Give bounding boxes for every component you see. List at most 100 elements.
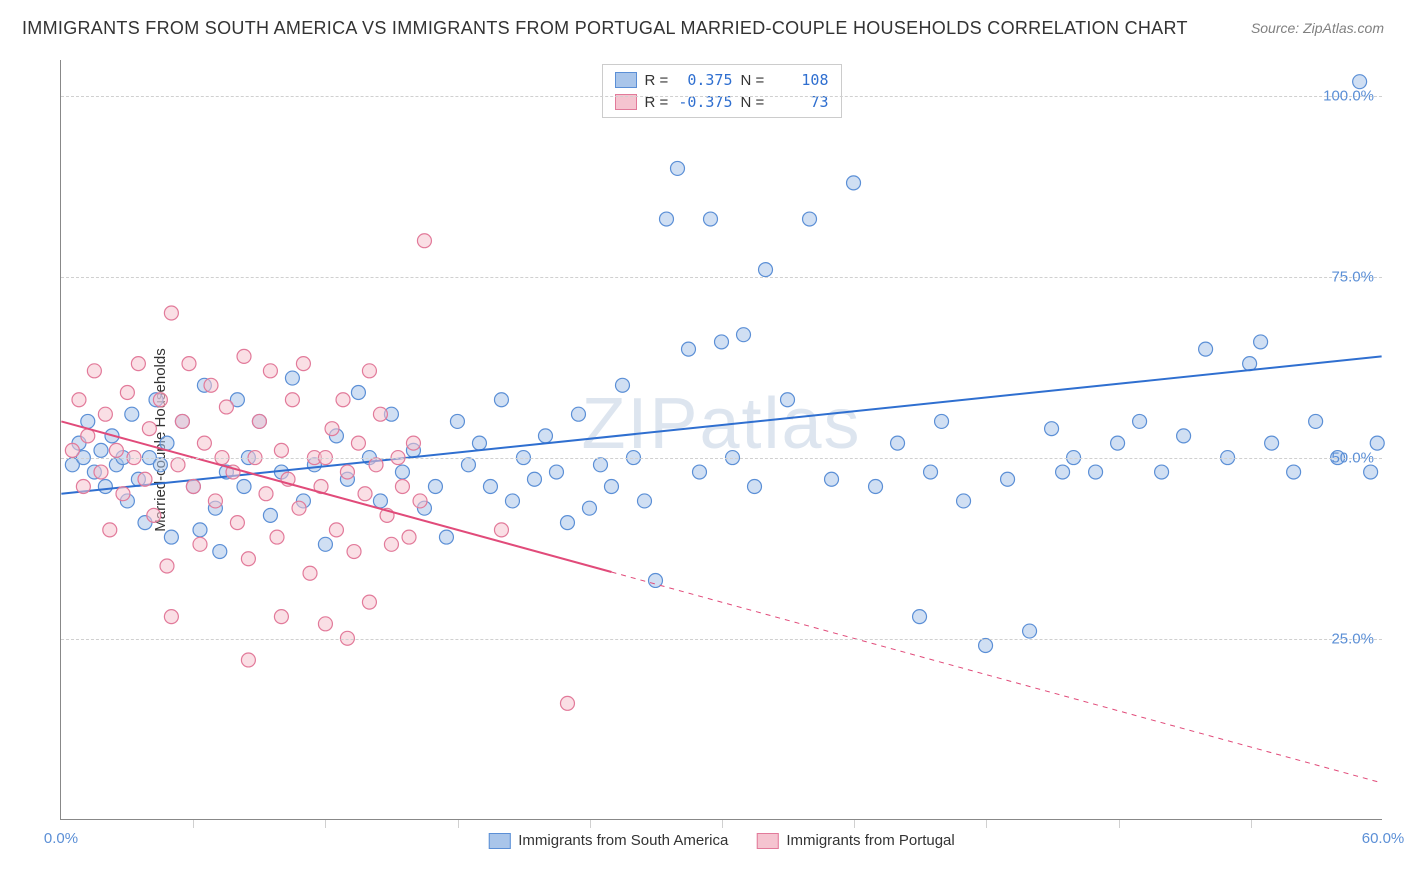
legend-swatch-blue — [488, 833, 510, 849]
data-point — [303, 566, 317, 580]
data-point — [336, 393, 350, 407]
data-point — [924, 465, 938, 479]
data-point — [1370, 436, 1384, 450]
data-point — [259, 487, 273, 501]
data-point — [748, 479, 762, 493]
grid-line-v — [1251, 820, 1252, 828]
data-point — [98, 407, 112, 421]
data-point — [193, 537, 207, 551]
correlation-stats-box: R = 0.375 N = 108 R = -0.375 N = 73 — [602, 64, 842, 118]
data-point — [237, 479, 251, 493]
data-point — [1133, 414, 1147, 428]
data-point — [351, 386, 365, 400]
data-point — [131, 357, 145, 371]
data-point — [450, 414, 464, 428]
data-point — [274, 443, 288, 457]
stat-label-r: R = — [645, 72, 669, 89]
y-tick-label: 75.0% — [1331, 269, 1374, 286]
data-point — [384, 537, 398, 551]
data-point — [402, 530, 416, 544]
data-point — [494, 393, 508, 407]
data-point — [1265, 436, 1279, 450]
data-point — [296, 357, 310, 371]
swatch-blue — [615, 72, 637, 88]
data-point — [138, 472, 152, 486]
data-point — [120, 386, 134, 400]
data-point — [98, 479, 112, 493]
data-point — [659, 212, 673, 226]
data-point — [1001, 472, 1015, 486]
data-point — [241, 653, 255, 667]
x-tick-label: 60.0% — [1362, 830, 1405, 847]
data-point — [230, 516, 244, 530]
grid-line-h — [61, 96, 1382, 97]
data-point — [1177, 429, 1191, 443]
grid-line-v — [722, 820, 723, 828]
stats-row-blue: R = 0.375 N = 108 — [615, 69, 829, 91]
data-point — [171, 458, 185, 472]
data-point — [241, 552, 255, 566]
data-point — [164, 610, 178, 624]
data-point — [318, 537, 332, 551]
data-point — [329, 523, 343, 537]
data-point — [715, 335, 729, 349]
data-point — [164, 530, 178, 544]
data-point — [87, 364, 101, 378]
legend: Immigrants from South America Immigrants… — [488, 832, 954, 849]
data-point — [671, 161, 685, 175]
data-point — [347, 545, 361, 559]
data-point — [549, 465, 563, 479]
data-point — [957, 494, 971, 508]
data-point — [1056, 465, 1070, 479]
data-point — [413, 494, 427, 508]
data-point — [891, 436, 905, 450]
data-point — [439, 530, 453, 544]
data-point — [369, 458, 383, 472]
data-point — [1287, 465, 1301, 479]
data-point — [693, 465, 707, 479]
data-point — [560, 516, 574, 530]
data-point — [164, 306, 178, 320]
data-point — [1199, 342, 1213, 356]
data-point — [285, 371, 299, 385]
legend-label-blue: Immigrants from South America — [518, 832, 728, 849]
data-point — [571, 407, 585, 421]
data-point — [358, 487, 372, 501]
data-point — [318, 617, 332, 631]
source-attribution: Source: ZipAtlas.com — [1251, 20, 1384, 36]
data-point — [869, 479, 883, 493]
data-point — [1089, 465, 1103, 479]
grid-line-v — [1119, 820, 1120, 828]
data-point — [362, 364, 376, 378]
data-point — [494, 523, 508, 537]
data-point — [979, 639, 993, 653]
data-point — [582, 501, 596, 515]
data-point — [103, 523, 117, 537]
data-point — [351, 436, 365, 450]
data-point — [406, 436, 420, 450]
stat-n-value-blue: 108 — [773, 71, 829, 89]
data-point — [270, 530, 284, 544]
data-point — [186, 479, 200, 493]
grid-line-v — [590, 820, 591, 828]
data-point — [1023, 624, 1037, 638]
data-point — [116, 487, 130, 501]
legend-item-blue: Immigrants from South America — [488, 832, 728, 849]
data-point — [1364, 465, 1378, 479]
legend-label-pink: Immigrants from Portugal — [786, 832, 954, 849]
trend-line — [61, 421, 611, 572]
data-point — [505, 494, 519, 508]
grid-line-v — [325, 820, 326, 828]
data-point — [913, 610, 927, 624]
data-point — [737, 328, 751, 342]
y-tick-label: 25.0% — [1331, 631, 1374, 648]
y-tick-label: 50.0% — [1331, 450, 1374, 467]
y-tick-label: 100.0% — [1323, 88, 1374, 105]
data-point — [483, 479, 497, 493]
data-point — [213, 545, 227, 559]
data-point — [72, 393, 86, 407]
grid-line-h — [61, 277, 1382, 278]
data-point — [847, 176, 861, 190]
legend-item-pink: Immigrants from Portugal — [756, 832, 954, 849]
data-point — [781, 393, 795, 407]
